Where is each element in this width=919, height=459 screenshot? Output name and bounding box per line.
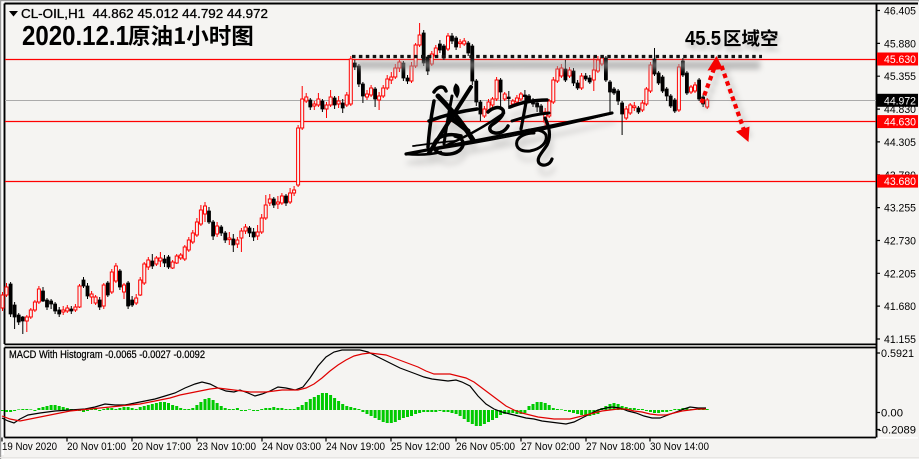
svg-text:44.972: 44.972 <box>884 95 916 107</box>
svg-text:-0.2089: -0.2089 <box>878 425 916 437</box>
svg-text:41.680: 41.680 <box>884 301 916 313</box>
svg-text:42.205: 42.205 <box>884 268 916 280</box>
svg-text:0.5921: 0.5921 <box>881 348 914 360</box>
svg-text:46.405: 46.405 <box>884 6 916 18</box>
svg-text:27 Nov 02:00: 27 Nov 02:00 <box>521 441 580 453</box>
svg-text:45.880: 45.880 <box>884 38 916 50</box>
svg-text:24 Nov 03:00: 24 Nov 03:00 <box>262 441 321 453</box>
svg-text:45.630: 45.630 <box>884 54 916 66</box>
svg-text:44.630: 44.630 <box>884 117 916 129</box>
svg-text:26 Nov 05:00: 26 Nov 05:00 <box>456 441 515 453</box>
svg-text:43.680: 43.680 <box>884 176 916 188</box>
svg-text:45.5: 45.5 <box>687 33 723 55</box>
svg-text:CL-OIL,H1 44.862 45.012 44.79: CL-OIL,H1 44.862 45.012 44.792 44.972 <box>21 6 268 21</box>
svg-text:45.355: 45.355 <box>884 71 916 83</box>
svg-text:44.830: 44.830 <box>884 104 916 116</box>
svg-text:44.305: 44.305 <box>884 137 916 149</box>
svg-text:20 Nov 17:00: 20 Nov 17:00 <box>132 441 191 453</box>
svg-text:24 Nov 19:00: 24 Nov 19:00 <box>326 441 385 453</box>
svg-text:MACD With Histogram -0.0065 -0: MACD With Histogram -0.0065 -0.0027 -0.0… <box>9 349 205 361</box>
svg-text:27 Nov 18:00: 27 Nov 18:00 <box>586 441 645 453</box>
svg-text:30 Nov 14:00: 30 Nov 14:00 <box>650 441 709 453</box>
svg-text:25 Nov 12:00: 25 Nov 12:00 <box>391 441 450 453</box>
svg-text:43.255: 43.255 <box>884 203 916 215</box>
svg-text:45.5: 45.5 <box>685 28 721 50</box>
svg-text:20 Nov 01:00: 20 Nov 01:00 <box>67 441 126 453</box>
svg-text:2020.12.1: 2020.12.1 <box>22 20 129 51</box>
svg-text:23 Nov 10:00: 23 Nov 10:00 <box>197 441 256 453</box>
svg-text:19 Nov 2020: 19 Nov 2020 <box>2 441 57 453</box>
svg-text:41.155: 41.155 <box>884 334 916 346</box>
svg-text:42.730: 42.730 <box>884 236 916 248</box>
svg-text:0.00: 0.00 <box>881 408 903 420</box>
